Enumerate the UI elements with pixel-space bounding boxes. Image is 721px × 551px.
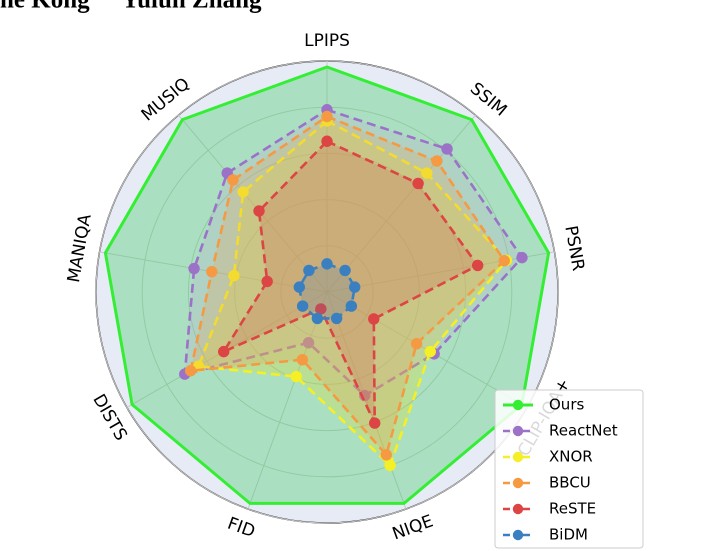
series-point [339,264,351,277]
affiliation-mark: †1 [262,0,275,1]
legend-swatch-marker [512,425,524,437]
series-point [311,312,324,325]
axis-label-lpips: LPIPS [304,31,350,51]
series-point [384,459,396,472]
legend-swatch-marker [512,399,524,411]
legend-label: XNOR [549,448,593,466]
series-point [261,275,273,288]
series-point [296,353,309,366]
legend-entry-bidm: BiDM [503,526,588,544]
radar-spoke [326,114,476,293]
series-line [297,262,357,320]
legend-entry-reactnet: ReactNet [503,422,618,440]
affiliation-dagger: † [90,0,97,1]
series-line [103,65,551,505]
series-bidm [293,258,361,325]
author-line-fragment: he Kong†1 Yulun Zhang†1 [0,0,275,14]
series-point [321,110,333,123]
series-point [184,365,197,377]
legend-entry-bbcu: BBCU [503,474,591,492]
series-line [189,115,506,457]
legend-box [494,389,644,549]
author-name-fragment: he Kong [0,0,90,13]
affiliation-dagger: † [262,0,269,1]
legend-label: Ours [549,396,584,414]
series-point [380,449,392,461]
series-area [299,263,355,319]
affiliation-mark: †1 [90,0,103,1]
author-name: Yulun Zhang [121,0,261,13]
legend-entry-ours: Ours [503,396,584,414]
series-ours [103,65,551,505]
series-point [321,258,333,270]
series-area [190,116,505,455]
series-point [302,337,315,349]
radar-spoke [178,114,328,293]
series-point [424,345,436,358]
legend-swatch-marker [512,503,524,515]
series-point [237,186,249,198]
legend-swatch-marker [512,451,524,463]
affiliation-number: 1 [96,0,103,1]
axis-label-fid: FID [225,514,258,542]
series-point [431,155,443,167]
series-bbcu [184,110,510,461]
series-point [206,265,218,278]
series-line [222,140,480,425]
series-point [321,135,333,147]
affiliation-number: 1 [268,0,275,1]
radar-series [103,65,551,505]
axis-label-niqe: NIQE [390,511,436,544]
series-point [498,255,510,267]
legend: Ours ReactNet XNOR BBCU ReSTE BiDM [494,389,644,549]
series-point [348,281,361,293]
series-point [330,312,343,325]
series-point [421,167,433,179]
radar-spoke [247,291,328,510]
legend-entry-reste: ReSTE [503,500,596,518]
series-point [441,143,453,155]
series-point [410,338,423,350]
legend-entry-xnor: XNOR [503,448,593,466]
series-point [290,370,302,383]
legend-label: ReSTE [549,500,596,518]
series-point [293,281,306,293]
legend-label: ReactNet [549,422,618,440]
series-point [516,251,528,264]
legend-label: BiDM [549,526,588,544]
series-point [218,345,230,358]
series-point [368,313,380,325]
series-point [296,300,309,312]
legend-swatch-marker [512,477,524,489]
series-point [369,417,381,429]
axis-label-psnr: PSNR [560,224,588,273]
series-point [471,259,484,272]
legend-swatch-marker [512,529,524,541]
series-point [345,300,358,312]
series-point [303,264,315,277]
series-point [228,269,240,282]
axis-label-maniqa: MANIQA [64,212,96,284]
series-area [105,67,549,504]
series-point [253,205,265,217]
legend-label: BBCU [549,474,591,492]
series-point [188,262,200,275]
series-line [197,119,508,467]
series-point [227,174,239,186]
series-line [183,108,524,397]
series-point [412,177,424,190]
